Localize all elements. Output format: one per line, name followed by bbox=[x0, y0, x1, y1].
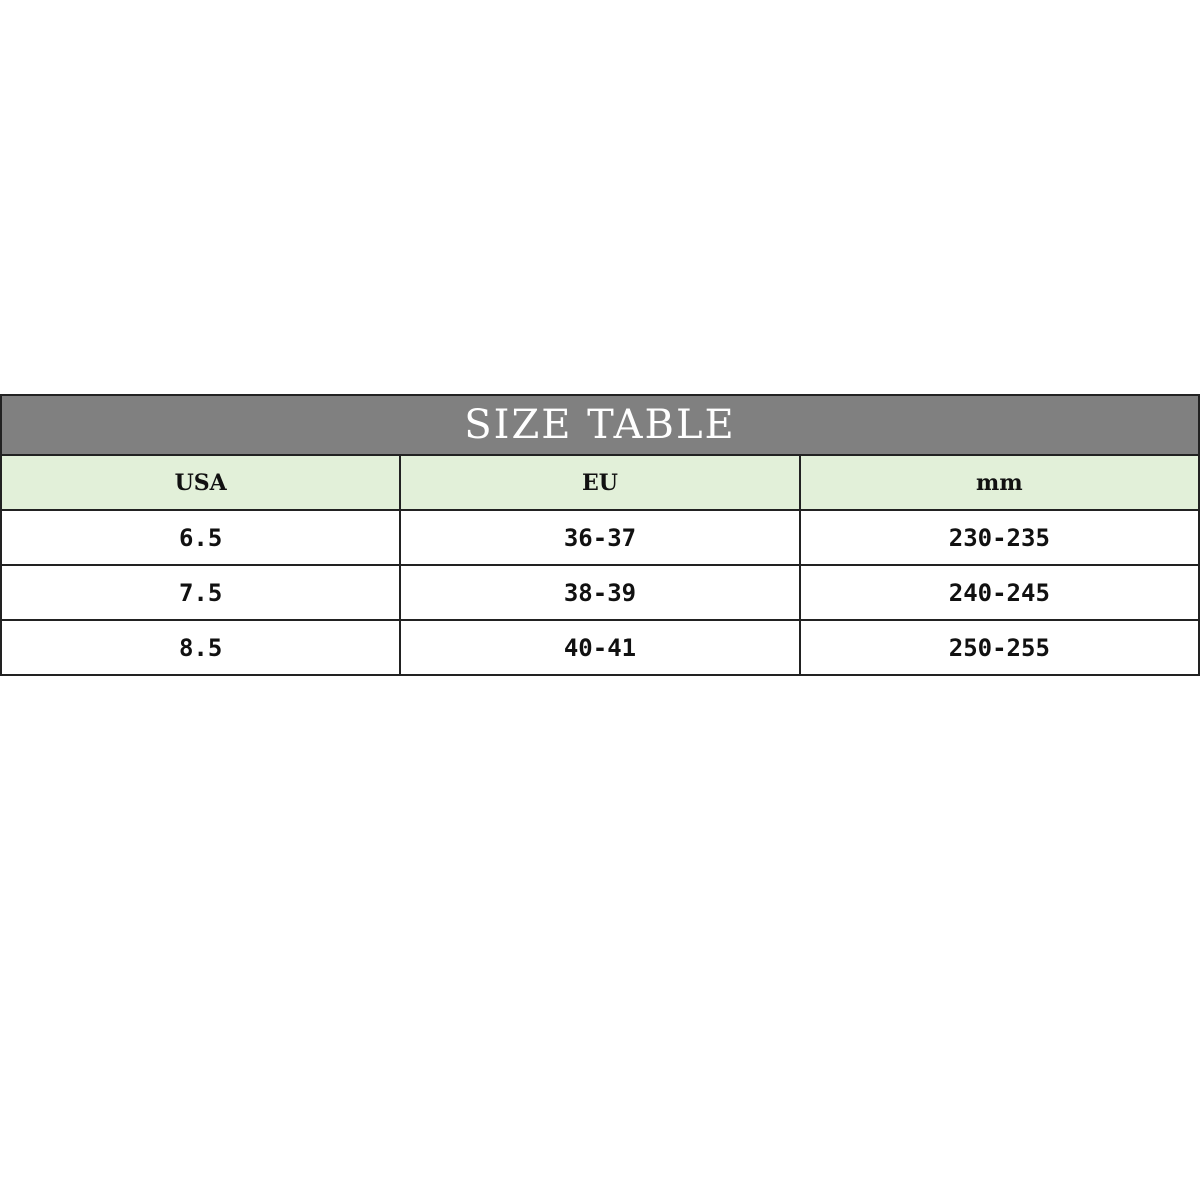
cell-eu: 40-41 bbox=[399, 619, 801, 676]
column-header-mm: mm bbox=[798, 454, 1200, 511]
cell-usa: 7.5 bbox=[0, 564, 402, 621]
cell-eu: 38-39 bbox=[399, 564, 801, 621]
cell-usa: 8.5 bbox=[0, 619, 402, 676]
cell-mm: 230-235 bbox=[798, 509, 1200, 566]
cell-mm: 240-245 bbox=[798, 564, 1200, 621]
table-title: SIZE TABLE bbox=[0, 394, 1200, 456]
cell-eu: 36-37 bbox=[399, 509, 801, 566]
cell-usa: 6.5 bbox=[0, 509, 402, 566]
title-row: SIZE TABLE bbox=[0, 394, 1200, 456]
size-table: SIZE TABLE USA EU mm 6.5 36-37 230-235 7… bbox=[0, 394, 1200, 676]
table-row: 8.5 40-41 250-255 bbox=[0, 619, 1200, 676]
header-row: USA EU mm bbox=[0, 454, 1200, 511]
column-header-usa: USA bbox=[0, 454, 402, 511]
cell-mm: 250-255 bbox=[798, 619, 1200, 676]
table-row: 7.5 38-39 240-245 bbox=[0, 564, 1200, 621]
column-header-eu: EU bbox=[399, 454, 801, 511]
table-row: 6.5 36-37 230-235 bbox=[0, 509, 1200, 566]
